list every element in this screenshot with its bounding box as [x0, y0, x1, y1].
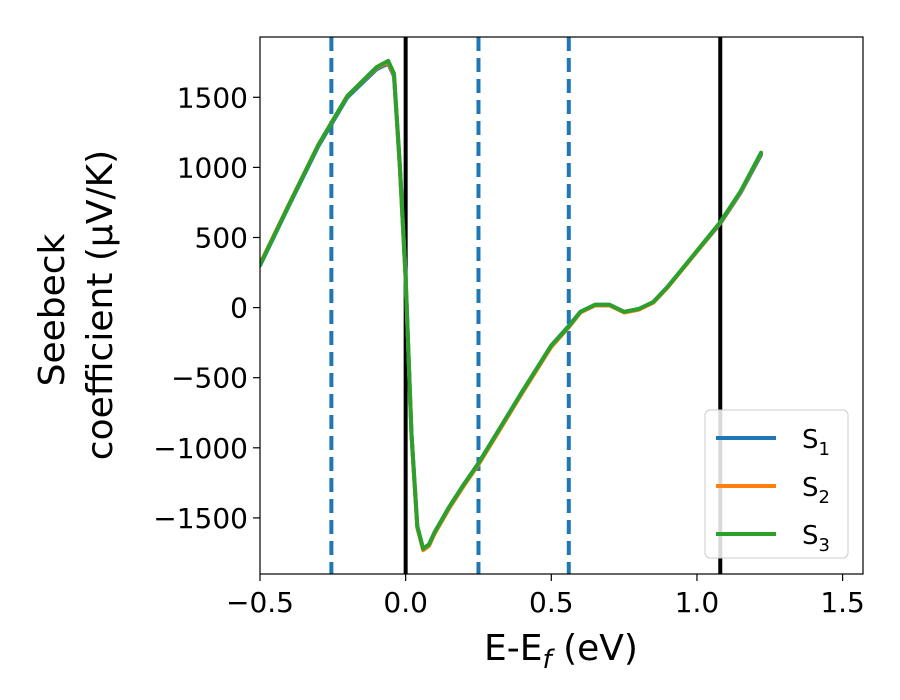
legend-label: S3: [802, 521, 830, 556]
y-tick-label: 500: [195, 221, 248, 254]
x-tick-label: −0.5: [226, 586, 294, 619]
x-tick-label: 0.5: [529, 586, 574, 619]
y-tick-label: 1000: [177, 151, 248, 184]
legend: S1 S2 S3: [704, 409, 849, 559]
y-tick-label: −1000: [153, 432, 248, 465]
x-tick-label: 0.0: [383, 586, 428, 619]
y-tick-label: 0: [230, 292, 248, 325]
y-axis-label-line2: coefficient (μV/K): [80, 150, 121, 460]
series-line-s2: [260, 60, 764, 553]
x-axis: −0.5 0.0 0.5 1.0 1.5: [226, 574, 865, 619]
y-axis-label: Seebeck coefficient (μV/K): [32, 150, 121, 460]
legend-box: [704, 409, 849, 559]
plot-frame: [259, 36, 864, 575]
legend-label: S2: [802, 473, 830, 508]
y-tick-label: −1500: [153, 502, 248, 535]
series-layer: [260, 58, 764, 553]
series-line-s3: [260, 58, 764, 551]
reference-lines: [329, 37, 723, 574]
x-axis-label: E-Ef (eV): [484, 628, 638, 675]
y-tick-label: −500: [171, 362, 248, 395]
y-axis: −1500 −1000 −500 0 500 1000 1500: [153, 81, 260, 535]
series-line-s1: [260, 61, 764, 551]
legend-label: S1: [802, 425, 830, 460]
y-axis-label-line1: Seebeck: [32, 233, 73, 386]
x-tick-label: 1.5: [820, 586, 865, 619]
y-tick-label: 1500: [177, 81, 248, 114]
x-tick-label: 1.0: [675, 586, 720, 619]
